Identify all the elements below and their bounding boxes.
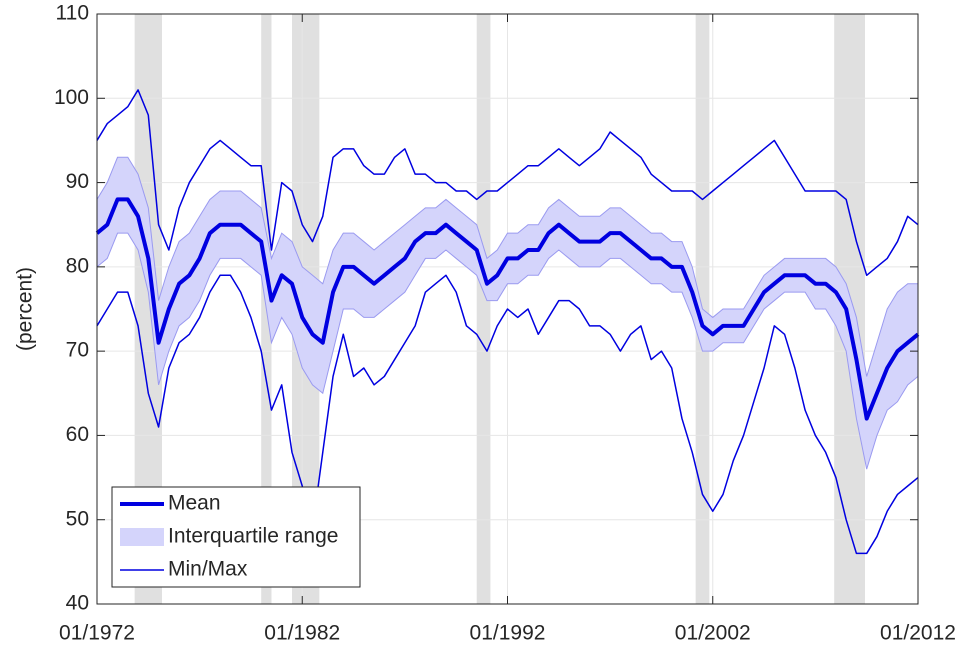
x-tick-label: 01/1972 [59, 622, 135, 645]
legend-swatch [120, 528, 164, 546]
y-tick-label: 50 [66, 507, 89, 530]
mean-line [95, 197, 920, 421]
legend-label: Interquartile range [168, 525, 338, 548]
y-tick-label: 90 [66, 170, 89, 193]
y-tick-label: 100 [54, 86, 89, 109]
y-tick-label: 60 [66, 423, 89, 446]
x-tick-label: 01/2012 [880, 622, 956, 645]
legend-entry: Interquartile range [120, 525, 338, 548]
x-tick-label: 01/2002 [675, 622, 751, 645]
shaded-period [476, 14, 491, 604]
min-line [96, 274, 919, 555]
y-tick-label: 80 [66, 254, 89, 277]
legend-entry: Min/Max [120, 558, 248, 581]
x-tick-label: 01/1992 [470, 622, 546, 645]
y-tick-label: 110 [56, 2, 89, 25]
max-line [96, 89, 919, 277]
y-tick-label: 70 [66, 339, 89, 362]
y-tick-label: 40 [66, 592, 89, 615]
y-axis-label: (percent) [14, 267, 37, 351]
legend-entry: Mean [120, 492, 221, 515]
x-tick-label: 01/1982 [264, 622, 340, 645]
legend-label: Min/Max [168, 558, 248, 581]
legend-label: Mean [168, 492, 221, 515]
